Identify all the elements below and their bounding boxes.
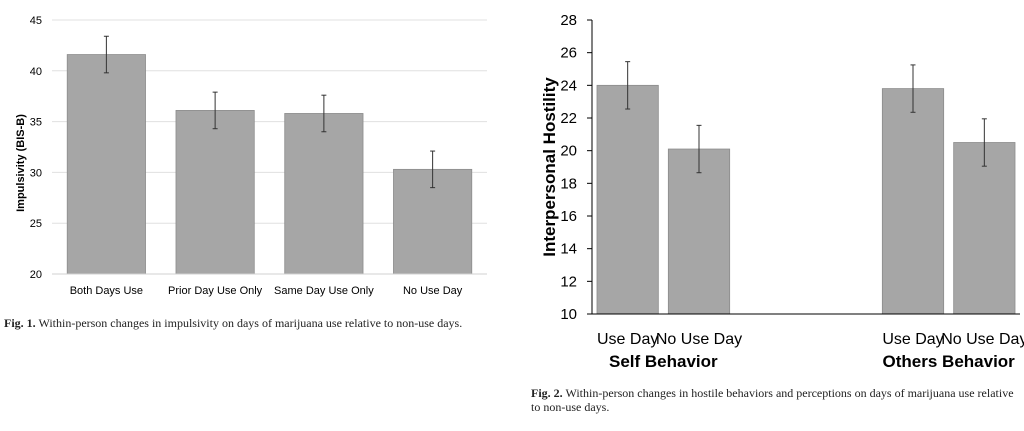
- fig2-group-labels: Self Behavior Others Behavior: [609, 352, 1015, 371]
- fig1-bar: [175, 110, 255, 275]
- fig2-y-tick-label: 10: [560, 306, 577, 323]
- fig2-y-tick-label: 16: [560, 208, 577, 225]
- fig2-x-tick-label: No Use Day: [941, 331, 1024, 348]
- figure-1-caption-text: Within-person changes in impulsivity on …: [38, 316, 463, 330]
- fig2-bar: [953, 142, 1016, 315]
- fig1-bar: [66, 54, 146, 275]
- fig2-bars: [596, 84, 1016, 315]
- fig1-y-ticks: 20 25 30 35 40 45: [30, 15, 42, 281]
- fig1-x-tick-label: No Use Day: [403, 285, 463, 297]
- fig2-y-tick-label: 14: [560, 241, 577, 258]
- fig2-bar: [596, 84, 659, 315]
- fig2-error-bars: [625, 61, 987, 174]
- fig2-y-tick-label: 12: [560, 273, 577, 290]
- fig1-bar: [284, 113, 364, 275]
- fig1-y-tick-label: 30: [30, 167, 42, 179]
- fig1-x-tick-label: Both Days Use: [70, 285, 143, 297]
- fig2-y-tick-label: 26: [560, 45, 577, 62]
- fig1-y-tick-label: 20: [30, 269, 42, 281]
- fig2-group-label: Others Behavior: [883, 352, 1016, 371]
- fig1-y-tick-label: 35: [30, 117, 42, 129]
- figure-2-caption: Fig. 2. Within-person changes in hostile…: [531, 386, 1021, 414]
- fig2-y-tick-label: 18: [560, 175, 577, 192]
- fig2-x-tick-label: Use Day: [597, 331, 658, 348]
- fig2-y-axis-label: Interpersonal Hostility: [540, 77, 559, 257]
- fig1-y-tick-label: 45: [30, 15, 42, 27]
- fig2-group-label: Self Behavior: [609, 352, 718, 371]
- fig2-y-ticks: 10 12 14 16 18 20 22 24 26 28: [560, 12, 592, 323]
- fig1-y-tick-label: 25: [30, 218, 42, 230]
- figure-2-caption-text: Within-person changes in hostile behavio…: [531, 386, 1014, 414]
- fig1-bars: [66, 54, 473, 275]
- figure-1-caption: Fig. 1. Within-person changes in impulsi…: [4, 316, 499, 330]
- fig2-y-tick-label: 24: [560, 77, 577, 94]
- figure-1-chart: 20 25 30 35 40 45 Both Days Use Prior Day Use …: [15, 15, 487, 297]
- fig1-x-ticks: Both Days Use Prior Day Use Only Same Day …: [70, 285, 463, 297]
- figure-2-caption-label: Fig. 2.: [531, 386, 563, 400]
- fig2-x-tick-label: Use Day: [882, 331, 943, 348]
- fig1-x-tick-label: Prior Day Use Only: [168, 285, 263, 297]
- figure-1-caption-label: Fig. 1.: [4, 316, 36, 330]
- fig1-error-bars: [103, 35, 436, 189]
- fig2-y-tick-label: 28: [560, 12, 577, 29]
- fig2-bar: [881, 88, 945, 315]
- fig2-bar: [667, 148, 731, 315]
- fig2-y-tick-label: 22: [560, 110, 577, 127]
- fig2-y-tick-label: 20: [560, 143, 577, 160]
- fig1-x-tick-label: Same Day Use Only: [274, 285, 374, 297]
- fig1-y-axis-label: Impulsivity (BIS-B): [15, 114, 27, 212]
- fig1-y-tick-label: 40: [30, 66, 42, 78]
- fig2-x-tick-label: No Use Day: [656, 331, 742, 348]
